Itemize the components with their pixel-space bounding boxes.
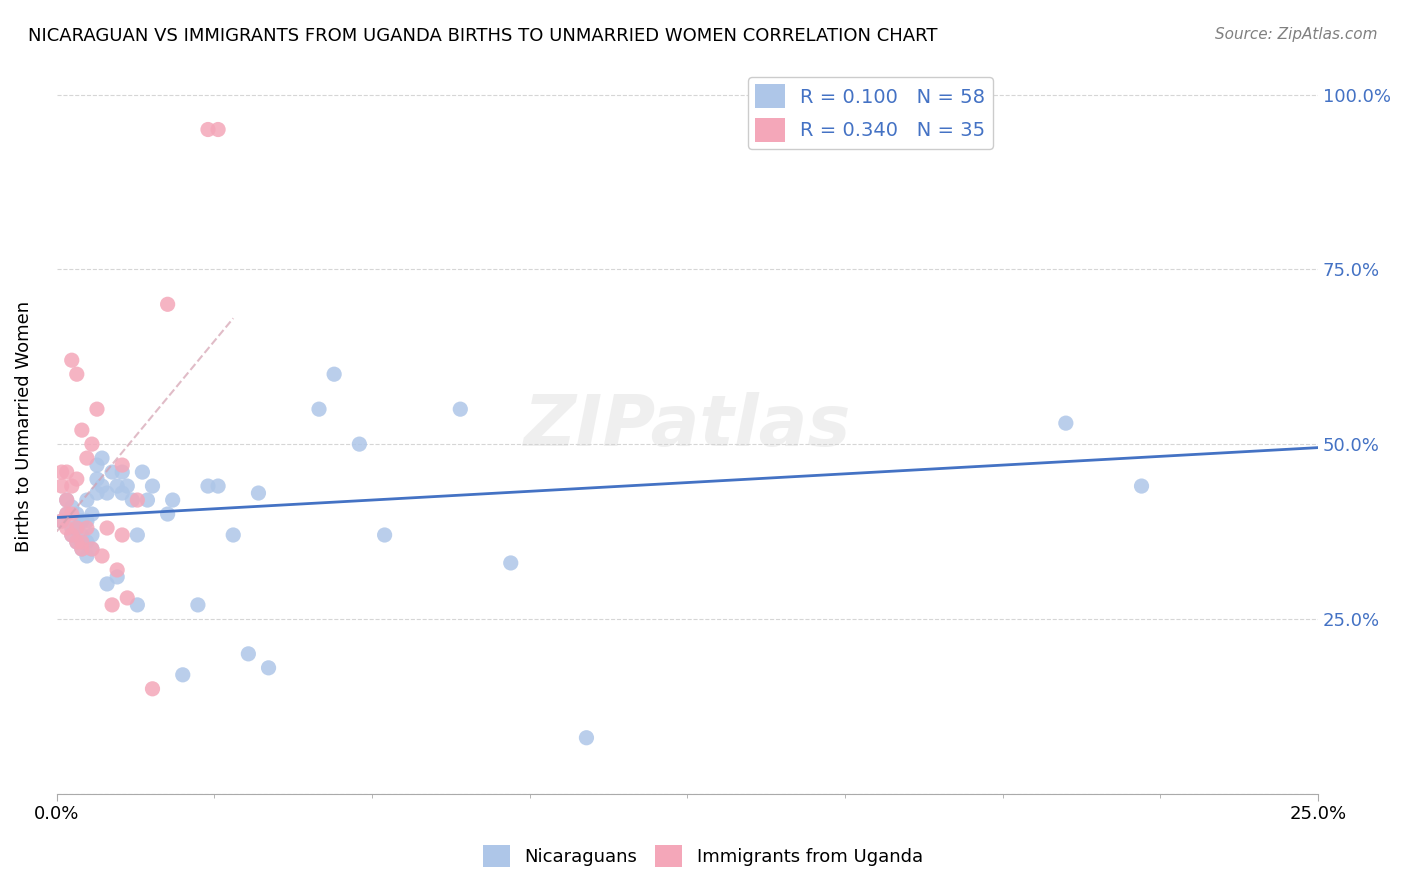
Point (80, 528, 103, 542)
Point (66, 507, 89, 521)
Point (60, 479, 83, 493)
Point (76, 549, 98, 563)
Point (70, 535, 93, 549)
Text: ZIPatlas: ZIPatlas (523, 392, 851, 461)
Point (76, 493, 98, 508)
Point (308, 402, 330, 417)
Point (86, 402, 108, 417)
Point (55, 507, 77, 521)
Point (197, 479, 219, 493)
Point (121, 493, 143, 508)
Point (55, 507, 77, 521)
Point (127, 598, 149, 612)
Point (76, 535, 98, 549)
Point (55, 521, 77, 535)
Point (66, 535, 89, 549)
Point (1130, 479, 1153, 493)
Point (60, 528, 83, 542)
Point (55, 493, 77, 508)
Point (131, 465, 153, 479)
Point (136, 493, 159, 508)
Point (66, 521, 89, 535)
Point (1054, 416, 1077, 430)
Point (111, 486, 134, 500)
Point (207, 479, 229, 493)
Point (70, 541, 93, 556)
Point (105, 570, 128, 584)
Point (238, 647, 260, 661)
Point (105, 479, 128, 493)
Point (66, 521, 89, 535)
Point (257, 661, 280, 675)
Point (141, 479, 163, 493)
Point (70, 541, 93, 556)
Point (66, 368, 89, 382)
Point (86, 458, 108, 472)
Legend: R = 0.100   N = 58, R = 0.340   N = 35: R = 0.100 N = 58, R = 0.340 N = 35 (748, 77, 993, 149)
Point (80, 507, 103, 521)
Point (91, 479, 114, 493)
Point (60, 521, 83, 535)
Point (51, 514, 73, 528)
Point (51, 514, 73, 528)
Point (117, 479, 139, 493)
Point (86, 472, 108, 486)
Point (449, 402, 471, 417)
Point (96, 521, 118, 535)
Point (70, 423, 93, 437)
Point (76, 514, 98, 528)
Point (70, 528, 93, 542)
Point (374, 528, 396, 542)
Point (70, 514, 93, 528)
Point (575, 731, 598, 745)
Point (80, 541, 103, 556)
Text: Source: ZipAtlas.com: Source: ZipAtlas.com (1215, 27, 1378, 42)
Point (127, 528, 149, 542)
Point (60, 353, 83, 368)
Point (86, 486, 108, 500)
Point (51, 465, 73, 479)
Point (60, 528, 83, 542)
Point (197, 122, 219, 136)
Point (60, 500, 83, 514)
Point (247, 486, 270, 500)
Point (323, 368, 346, 382)
Point (162, 493, 184, 508)
Point (51, 479, 73, 493)
Point (222, 528, 245, 542)
Point (66, 472, 89, 486)
Point (127, 493, 149, 508)
Point (141, 681, 163, 696)
Point (111, 458, 134, 472)
Point (156, 297, 179, 311)
Point (207, 122, 229, 136)
Point (101, 598, 124, 612)
Point (117, 591, 139, 605)
Point (60, 507, 83, 521)
Point (80, 541, 103, 556)
Point (76, 521, 98, 535)
Point (80, 437, 103, 451)
Point (91, 451, 114, 466)
Point (172, 668, 194, 682)
Point (96, 486, 118, 500)
Point (111, 465, 134, 479)
Point (105, 563, 128, 577)
Point (111, 528, 134, 542)
Point (55, 465, 77, 479)
Legend: Nicaraguans, Immigrants from Uganda: Nicaraguans, Immigrants from Uganda (475, 838, 931, 874)
Point (96, 577, 118, 591)
Point (499, 556, 522, 570)
Point (66, 535, 89, 549)
Point (101, 465, 124, 479)
Point (91, 549, 114, 563)
Point (70, 535, 93, 549)
Point (156, 507, 179, 521)
Point (76, 451, 98, 466)
Point (55, 493, 77, 508)
Y-axis label: Births to Unmarried Women: Births to Unmarried Women (15, 301, 32, 552)
Point (349, 437, 371, 451)
Point (187, 598, 209, 612)
Text: NICARAGUAN VS IMMIGRANTS FROM UGANDA BIRTHS TO UNMARRIED WOMEN CORRELATION CHART: NICARAGUAN VS IMMIGRANTS FROM UGANDA BIR… (28, 27, 938, 45)
